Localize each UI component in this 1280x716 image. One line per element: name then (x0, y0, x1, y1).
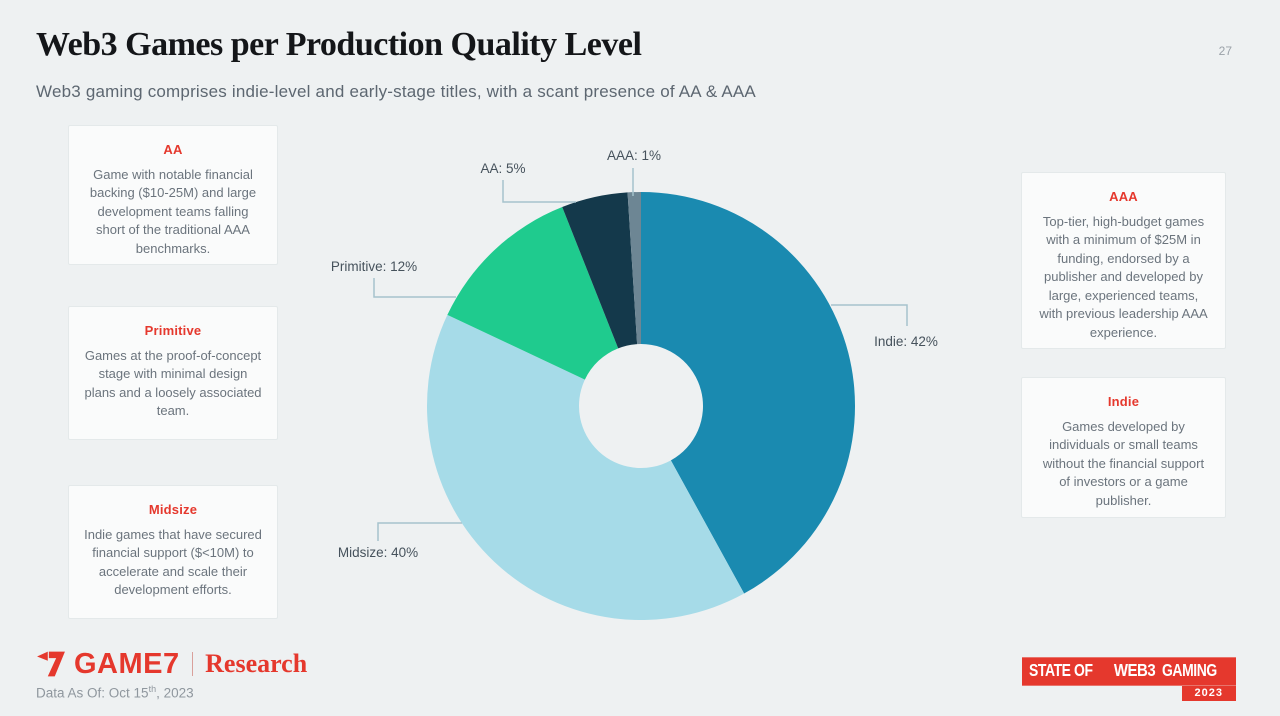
leader-line-midsize (377, 522, 462, 541)
leader-line-primitive (373, 278, 456, 298)
card-aa-title: AA (163, 142, 183, 157)
card-aaa-title: AAA (1109, 189, 1138, 204)
report-badge-year: 2023 (1181, 686, 1236, 701)
page-number: 27 (1218, 44, 1232, 58)
brand-name: GAME7 (74, 647, 180, 680)
leader-line-indie (831, 304, 908, 326)
leader-line-aa (502, 180, 576, 203)
badge-word-web3: WEB3 (1113, 660, 1156, 681)
brand-logo: GAME7 Research (36, 646, 307, 682)
card-primitive-title: Primitive (144, 323, 202, 338)
donut-slice-aa (562, 192, 638, 349)
data-as-of: Data As Of: Oct 15th, 2023 (36, 684, 194, 701)
card-midsize-body: Indie games that have secured financial … (84, 527, 262, 598)
chart-callout-aa: AA: 5% (480, 161, 526, 176)
game7-mark-icon (37, 651, 65, 677)
donut-slice-primitive (447, 207, 619, 380)
card-primitive-body: Games at the proof-of-concept stage with… (84, 348, 262, 419)
card-aa: AA Game with notable financial backing (… (68, 125, 278, 265)
chart-callout-midsize: Midsize: 40% (337, 545, 419, 560)
report-badge-title: STATE OF WEB3 GAMING (1022, 657, 1236, 686)
card-primitive: Primitive Games at the proof-of-concept … (68, 306, 278, 440)
chart-callout-primitive: Primitive: 12% (330, 259, 418, 274)
card-midsize: Midsize Indie games that have secured fi… (68, 485, 278, 619)
donut-slices (427, 192, 856, 621)
page-subtitle: Web3 gaming comprises indie-level and ea… (36, 82, 756, 101)
chart-callout-aaa: AAA: 1% (606, 148, 662, 163)
card-aaa: AAA Top-tier, high-budget games with a m… (1021, 172, 1226, 349)
card-midsize-title: Midsize (148, 502, 198, 517)
brand-research-label: Research (205, 649, 308, 678)
card-indie-body: Games developed by individuals or small … (1042, 419, 1205, 508)
card-aa-body: Game with notable financial backing ($10… (89, 167, 257, 256)
badge-word-gaming: GAMING (1162, 660, 1217, 681)
page-title: Web3 Games per Production Quality Level (36, 26, 642, 63)
leader-lines (373, 168, 908, 541)
donut-slice-midsize (427, 314, 745, 621)
brand-divider (191, 652, 194, 676)
data-as-of-suffix: , 2023 (156, 685, 194, 701)
donut-slice-indie (641, 192, 856, 594)
data-as-of-sup: th (148, 684, 157, 694)
data-as-of-prefix: Data As Of: Oct 15 (36, 685, 149, 701)
card-aaa-body: Top-tier, high-budget games with a minim… (1039, 214, 1208, 340)
report-badge: STATE OF WEB3 GAMING 2023 (1022, 657, 1236, 701)
chart-callout-indie: Indie: 42% (874, 334, 938, 349)
badge-word-state-of: STATE OF (1029, 660, 1094, 681)
donut-slice-aaa (627, 192, 641, 345)
card-indie: Indie Games developed by individuals or … (1021, 377, 1226, 518)
card-indie-title: Indie (1107, 394, 1140, 409)
